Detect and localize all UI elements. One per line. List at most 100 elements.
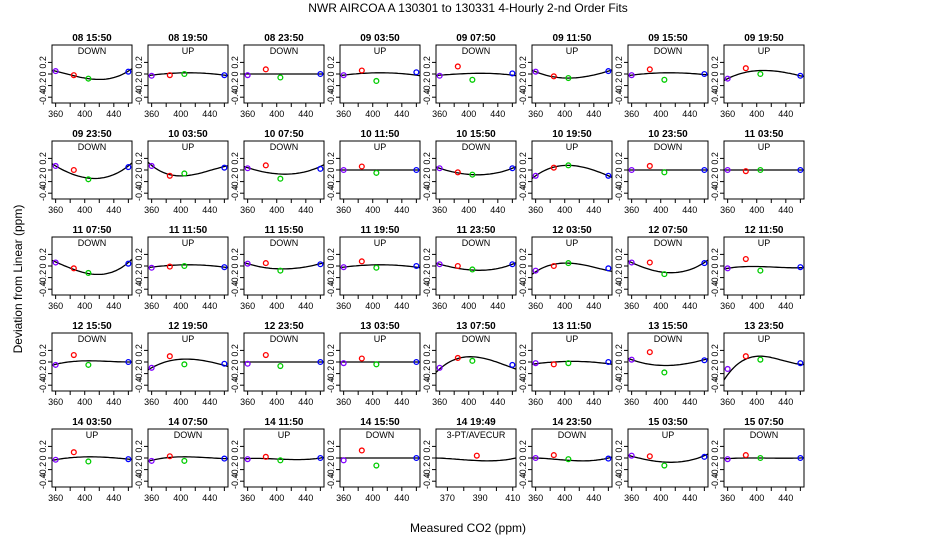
panel-subtitle: DOWN xyxy=(462,46,491,56)
panel: 11 19:50 UP -0.4-0.2 0 0.2 360 400 440 xyxy=(326,225,421,311)
data-point xyxy=(605,455,612,462)
fit-curve xyxy=(147,161,229,177)
y-tick-label: -0.2 xyxy=(38,78,48,94)
data-point xyxy=(509,70,516,77)
panel-title: 11 07:50 xyxy=(73,225,112,236)
panel-subtitle: UP xyxy=(182,142,195,152)
x-tick-label: 360 xyxy=(144,109,159,119)
data-point xyxy=(532,454,539,462)
x-tick-label: 400 xyxy=(653,205,668,215)
panel: 09 07:50 DOWN -0.4-0.2 0 0.2 360 400 440 xyxy=(422,33,517,119)
x-tick-label: 390 xyxy=(473,493,488,503)
data-point xyxy=(277,175,284,182)
y-tick-label: 0 xyxy=(134,263,144,268)
y-tick-label: -0.4 xyxy=(38,185,48,201)
y-tick-label: 0.2 xyxy=(518,440,528,453)
x-tick-label: 360 xyxy=(720,397,735,407)
x-tick-label: 440 xyxy=(394,301,409,311)
panel-title: 13 15:50 xyxy=(648,321,688,332)
y-tick-label: -0.4 xyxy=(326,89,336,105)
panel-subtitle: DOWN xyxy=(78,334,107,344)
x-tick-label: 360 xyxy=(240,205,255,215)
data-point xyxy=(413,262,420,270)
y-tick-label: -0.4 xyxy=(614,185,624,201)
data-point xyxy=(646,259,653,266)
y-tick-label: 0.2 xyxy=(230,248,240,261)
data-point xyxy=(125,68,132,75)
y-tick-label: 0.2 xyxy=(230,56,240,69)
x-tick-label: 440 xyxy=(586,397,601,407)
panel-title: 12 07:50 xyxy=(648,225,688,236)
data-point xyxy=(373,264,380,271)
data-point xyxy=(469,171,476,178)
y-axis-label: Deviation from Linear (ppm) xyxy=(11,204,25,354)
fit-curve xyxy=(51,456,133,462)
y-tick-label: -0.4 xyxy=(422,89,432,105)
panel-title: 14 15:50 xyxy=(360,417,400,428)
x-tick-label: 360 xyxy=(336,493,351,503)
panel-subtitle: UP xyxy=(566,46,579,56)
panel: 15 03:50 UP -0.4-0.2 0 0.2 360 400 440 xyxy=(614,417,709,503)
data-point xyxy=(701,357,708,364)
y-tick-label: 0.2 xyxy=(230,344,240,357)
x-tick-label: 400 xyxy=(365,493,380,503)
y-tick-label: 0 xyxy=(710,455,720,460)
data-point xyxy=(661,369,668,376)
panel-title: 09 19:50 xyxy=(744,33,784,44)
x-tick-label: 440 xyxy=(490,301,505,311)
x-tick-label: 360 xyxy=(336,205,351,215)
data-point xyxy=(277,267,284,274)
data-point xyxy=(628,452,635,459)
y-tick-label: -0.2 xyxy=(326,366,336,382)
y-tick-label: -0.2 xyxy=(518,462,528,478)
panel-subtitle: 3-PT/AVECUR xyxy=(447,430,506,440)
panel-title: 15 07:50 xyxy=(744,417,784,428)
panel-title: 13 07:50 xyxy=(456,321,496,332)
x-tick-label: 410 xyxy=(505,493,520,503)
x-tick-label: 360 xyxy=(720,109,735,119)
data-point xyxy=(628,72,635,79)
data-point xyxy=(413,166,420,174)
y-tick-label: 0.2 xyxy=(710,440,720,453)
fit-curve xyxy=(723,457,804,460)
panel-title: 10 23:50 xyxy=(648,129,688,140)
fit-curve xyxy=(627,357,709,367)
y-tick-label: 0 xyxy=(422,359,432,364)
y-tick-label: -0.4 xyxy=(422,185,432,201)
y-tick-label: 0 xyxy=(326,71,336,76)
x-tick-label: 370 xyxy=(440,493,455,503)
fit-curve xyxy=(627,72,709,77)
panel-subtitle: UP xyxy=(662,430,675,440)
data-point xyxy=(262,66,269,73)
fit-curve xyxy=(243,456,325,461)
fit-curve xyxy=(435,262,517,271)
data-point xyxy=(52,68,59,75)
y-tick-label: -0.2 xyxy=(38,174,48,190)
data-point xyxy=(221,164,228,171)
x-tick-label: 440 xyxy=(106,493,121,503)
y-tick-label: 0.2 xyxy=(134,344,144,357)
x-tick-label: 400 xyxy=(557,493,572,503)
y-tick-label: 0.2 xyxy=(614,440,624,453)
data-point xyxy=(532,172,539,179)
x-tick-label: 440 xyxy=(106,397,121,407)
x-tick-label: 400 xyxy=(77,205,92,215)
data-point xyxy=(181,70,188,78)
panel-title: 10 11:50 xyxy=(361,129,400,140)
panel: 11 07:50 DOWN -0.4-0.2 0 0.2 360 400 440 xyxy=(38,225,133,311)
x-tick-label: 360 xyxy=(720,493,735,503)
data-point xyxy=(166,353,173,360)
y-tick-label: 0 xyxy=(326,455,336,460)
x-tick-label: 360 xyxy=(624,301,639,311)
x-tick-label: 400 xyxy=(557,205,572,215)
y-tick-label: -0.4 xyxy=(614,377,624,393)
panel-subtitle: UP xyxy=(758,46,771,56)
panel-subtitle: DOWN xyxy=(462,238,491,248)
x-tick-label: 440 xyxy=(586,205,601,215)
y-tick-label: -0.4 xyxy=(230,473,240,489)
x-tick-label: 400 xyxy=(77,397,92,407)
panel-subtitle: DOWN xyxy=(462,334,491,344)
y-tick-label: -0.2 xyxy=(710,366,720,382)
panel: 13 23:50 UP -0.4-0.2 0 0.2 360 400 440 xyxy=(710,321,805,407)
x-tick-label: 440 xyxy=(682,205,697,215)
